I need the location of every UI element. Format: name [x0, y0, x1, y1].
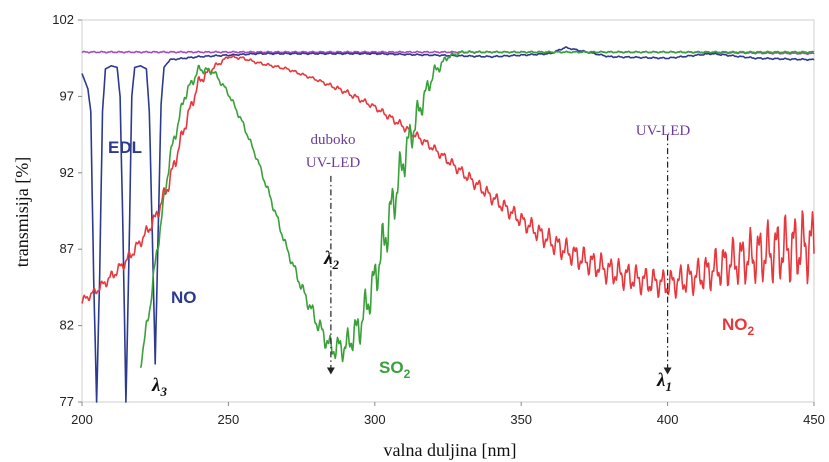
- y-axis-title: transmisija [%]: [12, 157, 32, 267]
- duboko-label-line2: UV-LED: [306, 155, 361, 171]
- lambda2-arrow-head: [326, 367, 335, 375]
- no-label: NO: [171, 288, 197, 307]
- lambda3-sub: 3: [159, 384, 167, 399]
- so2-label-main: SO: [379, 358, 404, 377]
- plot-frame: [81, 19, 815, 403]
- y-tick-label: 102: [52, 12, 74, 27]
- y-tick-label: 92: [60, 165, 74, 180]
- x-tick-label: 400: [657, 412, 679, 427]
- series-line-no2: [81, 55, 815, 304]
- x-tick-label: 250: [218, 412, 240, 427]
- series-line-so2: [139, 50, 815, 369]
- x-tick-label: 200: [71, 412, 93, 427]
- wavelength-markers: [326, 134, 672, 375]
- edl-label: EDL: [108, 138, 142, 157]
- duboko-label-line1: duboko: [311, 132, 356, 148]
- y-tick-label: 97: [60, 88, 74, 103]
- x-tick-label: 350: [510, 412, 532, 427]
- y-tick-label: 82: [60, 318, 74, 333]
- lambda2-sub: 2: [331, 257, 339, 272]
- y-tick-label: 87: [60, 241, 74, 256]
- lambda1-arrow-head: [663, 367, 672, 375]
- series-lines: [81, 46, 815, 403]
- no2-label-main: NO: [722, 315, 748, 334]
- lambda2-label: λ2: [323, 248, 339, 272]
- x-tick-label: 300: [364, 412, 386, 427]
- lambda1-sub: 1: [665, 379, 672, 394]
- axis-ticks: 200 250 300 350 400 450 77 82 87 92 97 102: [52, 12, 825, 427]
- no2-label: NO2: [722, 315, 755, 338]
- lambda3-symbol: λ: [151, 375, 160, 396]
- y-tick-label: 77: [60, 394, 74, 409]
- no2-label-sub: 2: [748, 324, 755, 338]
- series-line-no: [81, 46, 815, 403]
- x-axis-title: valna duljina [nm]: [384, 440, 517, 460]
- lambda3-label: λ3: [151, 375, 167, 399]
- lambda1-label: λ1: [656, 370, 672, 394]
- uv-led-label: UV-LED: [636, 123, 691, 139]
- lambda1-symbol: λ: [656, 370, 665, 391]
- so2-label-sub: 2: [404, 367, 411, 381]
- lambda2-symbol: λ: [323, 248, 332, 269]
- so2-label: SO2: [379, 358, 411, 381]
- x-tick-label: 450: [803, 412, 825, 427]
